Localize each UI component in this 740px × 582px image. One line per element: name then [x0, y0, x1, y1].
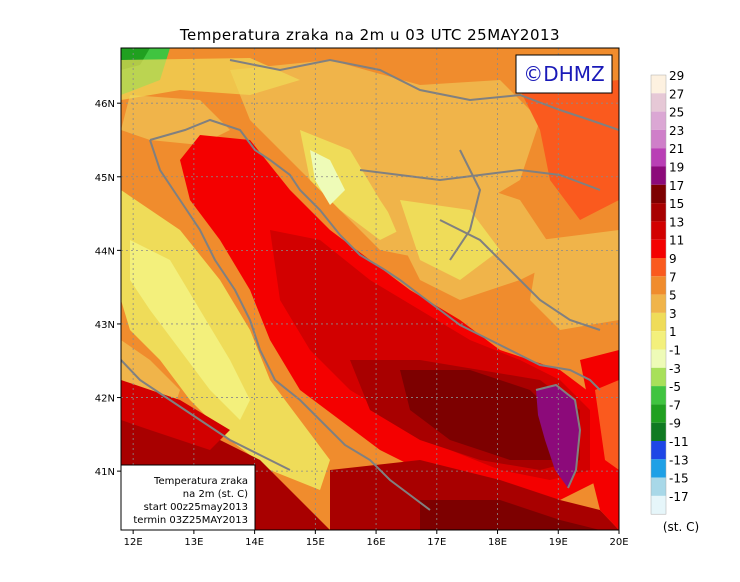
colorbar-label: 9: [669, 252, 677, 266]
colorbar-label: 11: [669, 234, 684, 248]
x-tick-label: 12E: [124, 537, 143, 548]
colorbar-label: -5: [669, 380, 681, 394]
colorbar-swatch: [651, 148, 666, 167]
colorbar-swatch: [651, 93, 666, 112]
colorbar-label: -1: [669, 344, 681, 358]
info-line-2: na 2m (st. C): [183, 489, 248, 500]
colorbar-label: -3: [669, 362, 681, 376]
x-tick-label: 13E: [184, 537, 203, 548]
x-tick-label: 20E: [609, 537, 628, 548]
x-tick-label: 19E: [549, 537, 568, 548]
y-tick-label: 41N: [95, 467, 115, 478]
colorbar-swatch: [651, 349, 666, 368]
colorbar-label: -13: [669, 453, 689, 467]
colorbar-swatch: [651, 75, 666, 94]
x-tick-label: 15E: [306, 537, 325, 548]
colorbar-label: -17: [669, 490, 689, 504]
colorbar-frame: [650, 74, 667, 515]
colorbar-swatch: [651, 203, 666, 222]
colorbar-label: 13: [669, 215, 684, 229]
x-tick-label: 16E: [367, 537, 386, 548]
map-frame: [120, 47, 620, 531]
x-tick-label: 18E: [488, 537, 507, 548]
info-line-4: termin 03Z25MAY2013: [133, 515, 248, 526]
colorbar-swatch: [651, 294, 666, 313]
colorbar-label: 3: [669, 307, 677, 321]
colorbar-label: 29: [669, 69, 684, 83]
colorbar-label: 1: [669, 325, 677, 339]
y-tick-label: 46N: [95, 99, 115, 110]
coastlines: [121, 58, 619, 511]
colorbar-label: 15: [669, 197, 684, 211]
x-axis-ticks: 12E 13E 14E 15E 16E 17E 18E 19E 20E: [124, 530, 629, 548]
colorbar-swatch: [651, 221, 666, 240]
colorbar-swatch: [651, 386, 666, 405]
colorbar-swatch: [651, 495, 666, 515]
colorbar-swatch: [651, 111, 666, 130]
colorbar-swatch: [651, 276, 666, 295]
colorbar-label: 5: [669, 289, 677, 303]
y-tick-label: 45N: [95, 173, 115, 184]
x-tick-label: 14E: [245, 537, 264, 548]
colorbar-swatch: [651, 331, 666, 350]
colorbar-label: 27: [669, 87, 684, 101]
info-line-1: Temperatura zraka: [153, 476, 248, 487]
colorbar-label: -11: [669, 435, 689, 449]
info-line-3: start 00z25may2013: [144, 502, 248, 513]
colorbar-swatch: [651, 477, 666, 496]
colorbar-swatch: [651, 404, 666, 423]
colorbar: 29 27 25 23 21 19 17 15 13 11 9 7 5 3 1 -1 -3 -5 -7 -9 -11 -1…: [650, 69, 689, 515]
x-tick-label: 17E: [427, 537, 446, 548]
colorbar-swatch: [651, 239, 666, 258]
dhmz-logo-box: ©DHMZ: [515, 54, 613, 94]
colorbar-label: 21: [669, 142, 684, 156]
colorbar-label: -15: [669, 472, 689, 486]
map-grid: [121, 48, 619, 530]
y-tick-label: 44N: [95, 246, 115, 257]
map-area: [121, 48, 619, 530]
colorbar-label: 19: [669, 161, 684, 175]
colorbar-swatch: [651, 459, 666, 478]
colorbar-swatch: [651, 422, 666, 441]
colorbar-label: 25: [669, 106, 684, 120]
dhmz-logo: ©DHMZ: [523, 62, 604, 86]
colorbar-label: -9: [669, 417, 681, 431]
y-tick-label: 43N: [95, 320, 115, 331]
colorbar-unit: (st. C): [663, 520, 699, 534]
colorbar-swatch: [651, 184, 666, 204]
colorbar-swatch: [651, 129, 666, 149]
colorbar-label: 17: [669, 179, 684, 193]
colorbar-swatch: [651, 258, 666, 277]
colorbar-label: -7: [669, 398, 681, 412]
colorbar-swatch: [651, 441, 666, 460]
colorbar-swatch: [651, 166, 666, 185]
chart-title: Temperatura zraka na 2m u 03 UTC 25MAY20…: [179, 26, 560, 44]
colorbar-swatch: [651, 312, 666, 332]
info-box: Temperatura zraka na 2m (st. C) start 00…: [120, 464, 256, 531]
y-tick-label: 42N: [95, 394, 115, 405]
colorbar-label: 7: [669, 270, 677, 284]
colorbar-label: 23: [669, 124, 684, 138]
y-axis-ticks: 46N 45N 44N 43N 42N 41N: [95, 99, 121, 478]
colorbar-swatch: [651, 367, 666, 387]
